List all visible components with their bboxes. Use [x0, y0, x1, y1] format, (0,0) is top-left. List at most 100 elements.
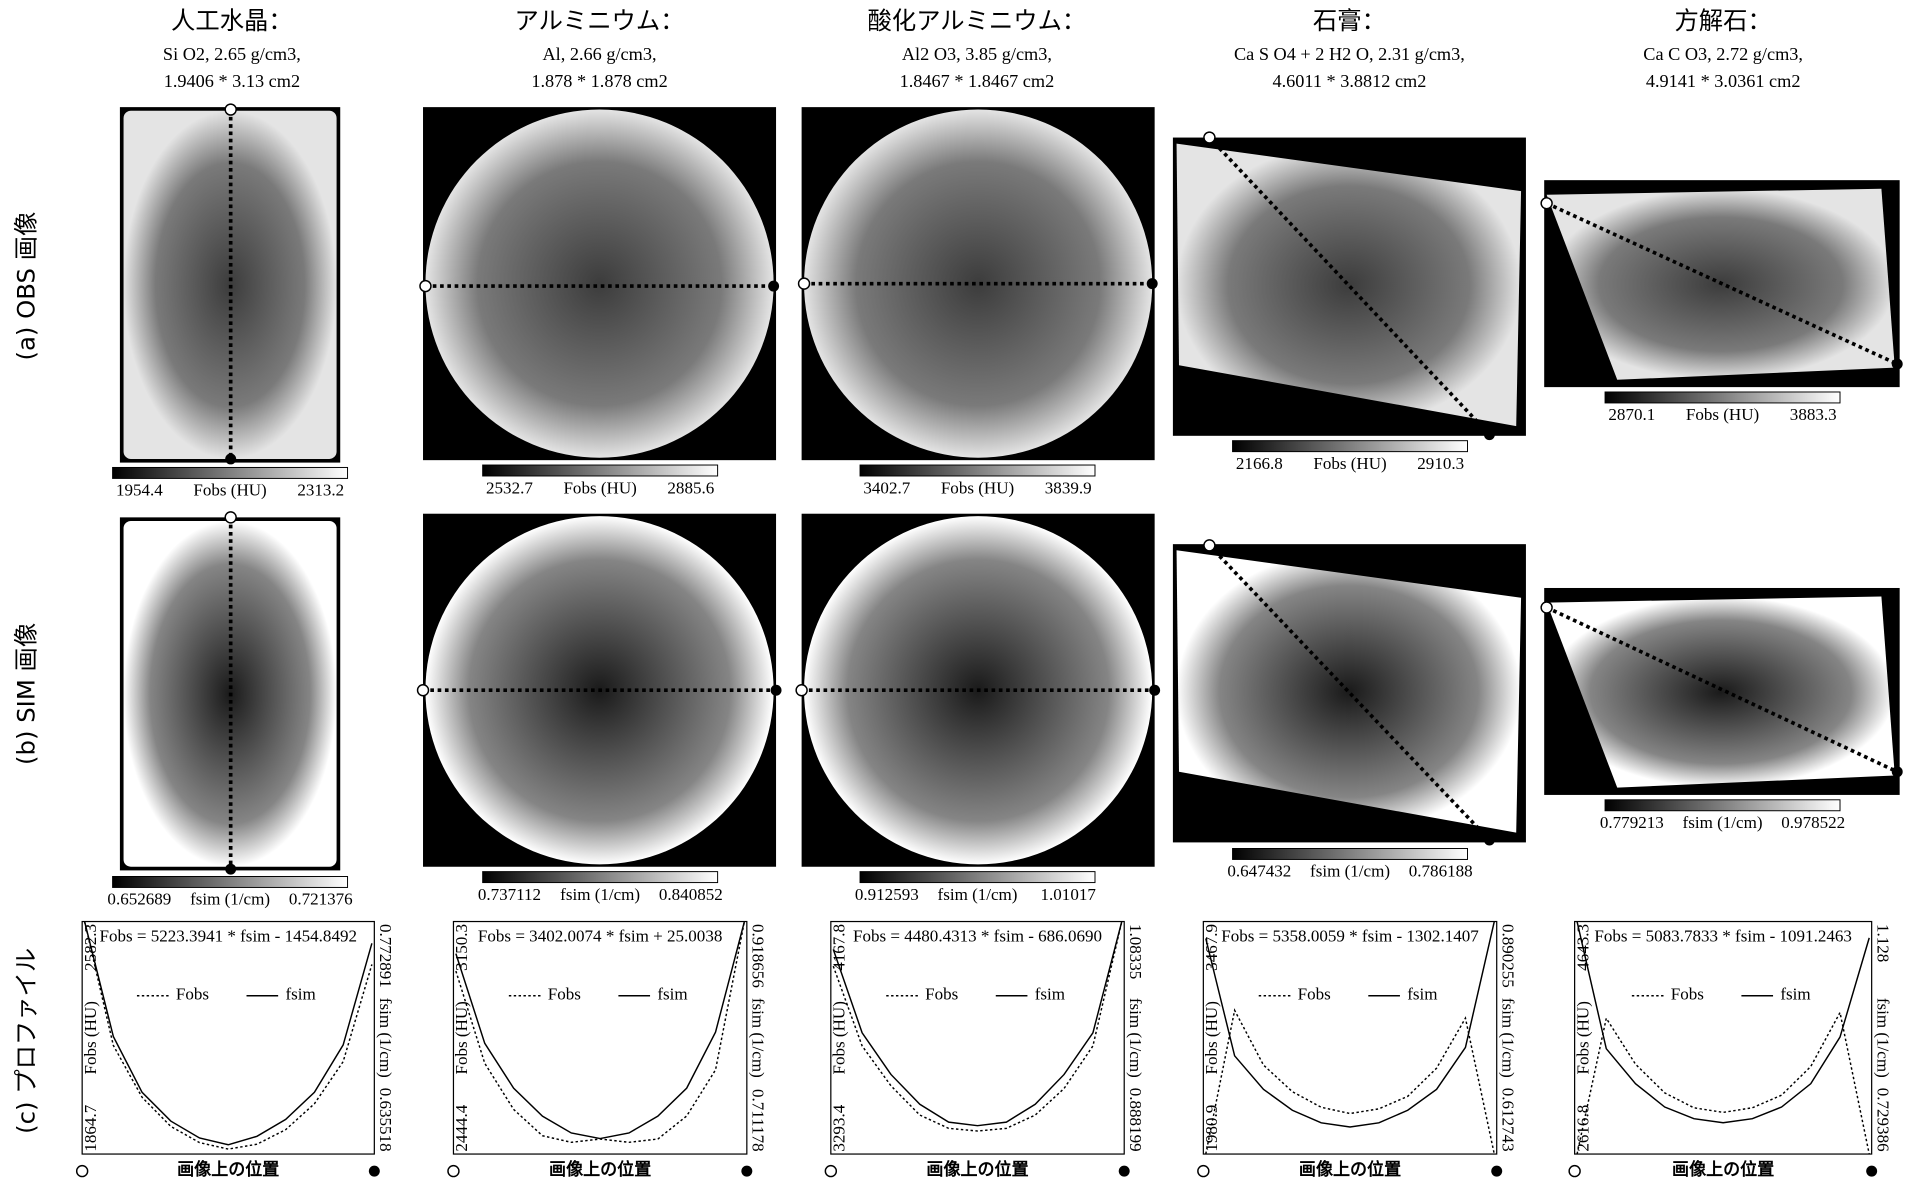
equation: Fobs = 3402.0074 * fsim + 25.0038: [478, 926, 722, 945]
y-label: Fobs (HU): [81, 1001, 100, 1074]
y2-min: 0.888199: [1126, 1088, 1145, 1152]
end-marker: [1483, 429, 1495, 441]
equation: Fobs = 4480.4313 * fsim - 686.0690: [853, 926, 1102, 945]
colorbar: [112, 466, 349, 479]
y-label: Fobs (HU): [1202, 1001, 1221, 1074]
colorbar-label: Fobs (HU): [193, 481, 266, 500]
profile-curve: [455, 921, 746, 1144]
start-marker: [1540, 601, 1553, 614]
start-marker: [1203, 539, 1216, 552]
colorbar-max: 0.786188: [1409, 862, 1473, 881]
profile-curve: [1205, 1008, 1495, 1155]
colorbar: [859, 871, 1096, 884]
column-title: 石膏：: [1313, 6, 1386, 35]
colorbar-max: 3883.3: [1790, 405, 1837, 424]
y-min: 1864.7: [81, 1104, 100, 1151]
colorbar-label: Fobs (HU): [1313, 454, 1386, 473]
x-label: 画像上の位置: [926, 1159, 1028, 1179]
y-label: Fobs (HU): [1573, 1001, 1592, 1074]
profile-curve: [1576, 1010, 1870, 1155]
start-marker: [824, 1164, 838, 1178]
row-label: (c) プロファイル: [11, 948, 40, 1134]
profile-curve: [83, 921, 373, 1146]
profile-curve: [455, 921, 746, 1140]
colorbar-min: 3402.7: [863, 478, 910, 497]
colorbar-min: 2870.1: [1608, 405, 1655, 424]
sample: [1546, 596, 1895, 788]
legend-label: fsim: [657, 985, 687, 1004]
colorbar-min: 2532.7: [486, 478, 533, 497]
profile-line: [1208, 544, 1491, 842]
colorbar-max: 3839.9: [1045, 478, 1092, 497]
legend-label: fsim: [1780, 985, 1810, 1004]
colorbar-max: 0.978522: [1781, 813, 1845, 832]
colorbar-min: 0.912593: [855, 885, 919, 904]
colorbar-label: fsim (1/cm): [1683, 813, 1763, 832]
plot-frame: [81, 920, 375, 1155]
y2-label: fsim (1/cm): [376, 998, 395, 1078]
sample: [804, 109, 1153, 458]
start-marker: [795, 684, 808, 697]
column-title: 方解石：: [1674, 6, 1771, 35]
colorbar-min: 1954.4: [116, 481, 163, 500]
y-max: 3467.9: [1202, 924, 1221, 971]
start-marker: [224, 103, 237, 116]
equation: Fobs = 5083.7833 * fsim - 1091.2463: [1594, 926, 1852, 945]
end-marker: [770, 684, 782, 696]
start-marker: [224, 511, 237, 524]
column-subtitle: 4.9141 * 3.0361 cm2: [1646, 71, 1801, 91]
colorbar-max: 0.840852: [659, 885, 723, 904]
colorbar-max: 1.01017: [1041, 885, 1097, 904]
colorbar-min: 0.647432: [1227, 862, 1291, 881]
y2-min: 0.711178: [749, 1089, 768, 1152]
colorbar-min: 0.779213: [1600, 813, 1664, 832]
end-marker: [1891, 766, 1903, 778]
equation: Fobs = 5223.3941 * fsim - 1454.8492: [99, 926, 357, 945]
legend-label: Fobs: [925, 985, 959, 1004]
legend-label: fsim: [285, 985, 315, 1004]
column-subtitle: 1.9406 * 3.13 cm2: [164, 71, 300, 91]
legend-label: Fobs: [548, 985, 582, 1004]
profile-curve: [83, 921, 373, 1150]
plot-frame: [1574, 920, 1873, 1155]
profile-curve: [832, 921, 1123, 1127]
y2-min: 0.612743: [1499, 1088, 1518, 1152]
profile-line: [1545, 605, 1899, 774]
y2-label: fsim (1/cm): [1873, 998, 1892, 1078]
colorbar-min: 2166.8: [1236, 454, 1283, 473]
start-marker: [1540, 197, 1553, 210]
colorbar: [859, 464, 1096, 477]
sample: [1176, 550, 1522, 833]
plot-frame: [452, 920, 748, 1155]
y2-max: 1.08335: [1126, 924, 1145, 979]
end-marker: [1149, 684, 1161, 696]
plot-frame: [1202, 920, 1498, 1155]
start-marker: [416, 684, 430, 697]
profile-curve: [1576, 921, 1870, 1124]
legend-label: fsim: [1407, 985, 1437, 1004]
sample: [425, 109, 774, 458]
row-label: (b) SIM 画像: [11, 623, 40, 765]
colorbar: [112, 876, 349, 888]
colorbar-max: 0.721376: [289, 890, 353, 909]
colorbar-max: 2910.3: [1417, 454, 1464, 473]
end-marker: [1483, 834, 1495, 846]
y2-max: 1.128: [1873, 924, 1892, 962]
y2-max: 0.772891: [376, 924, 395, 988]
row-label: (a) OBS 画像: [11, 212, 40, 361]
column-subtitle: 1.8467 * 1.8467 cm2: [900, 71, 1055, 91]
column-title: 酸化アルミニウム：: [868, 6, 1087, 35]
y2-max: 0.918656: [749, 924, 768, 988]
end-marker: [1118, 1165, 1130, 1177]
colorbar: [482, 464, 719, 477]
y-label: Fobs (HU): [829, 1001, 848, 1074]
y-max: 3150.3: [452, 924, 471, 971]
colorbar-max: 2885.6: [667, 478, 714, 497]
colorbar-label: Fobs (HU): [563, 478, 636, 497]
end-marker: [1866, 1165, 1878, 1177]
y2-label: fsim (1/cm): [749, 998, 768, 1078]
column-subtitle: Ca S O4 + 2 H2 O, 2.31 g/cm3,: [1234, 44, 1465, 64]
x-label: 画像上の位置: [549, 1159, 651, 1179]
colorbar-label: fsim (1/cm): [938, 885, 1018, 904]
start-marker: [1197, 1164, 1210, 1178]
